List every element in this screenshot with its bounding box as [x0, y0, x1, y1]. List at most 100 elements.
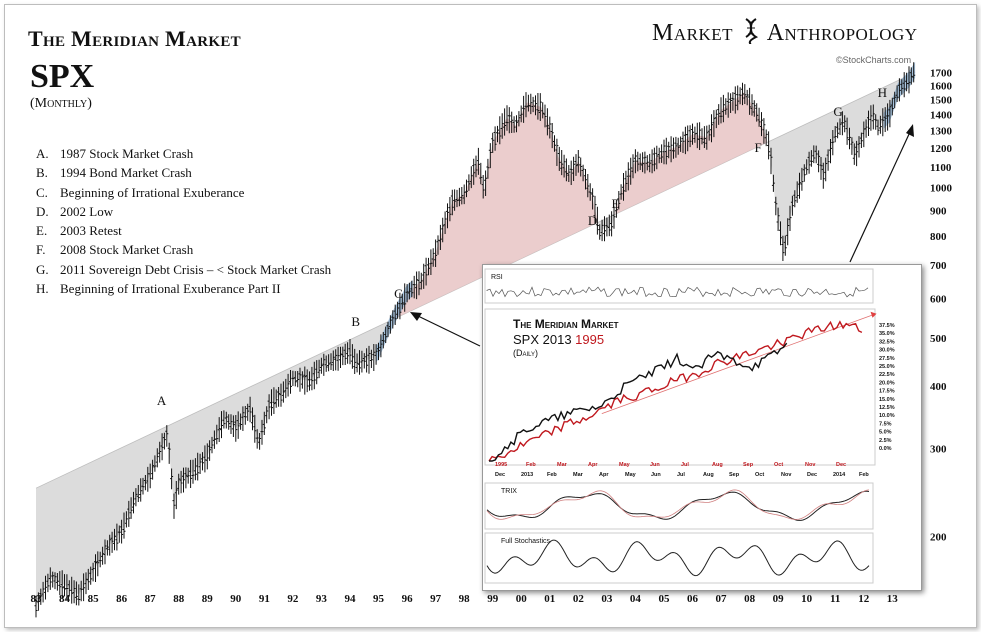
x-tick-label: 03 — [601, 593, 613, 605]
inset-x-tick-top: Oct — [774, 462, 783, 468]
bubble-fill — [392, 102, 597, 320]
event-letter: A. — [36, 146, 49, 161]
y-tick-label: 1600 — [930, 81, 953, 93]
event-item: D. 2002 Low — [36, 202, 331, 221]
inset-y-tick-label: 5.0% — [879, 430, 892, 436]
inset-chart: RSI 37.5% 35.0% 32.5% 30.0% 27.5% 25.0% 22.5% 20… — [482, 264, 922, 591]
inset-subtitle: SPX 2013 1995 — [513, 332, 604, 347]
y-tick-label: 1000 — [930, 182, 953, 194]
highlight-band — [375, 280, 413, 363]
inset-x-tick-bottom: 2013 — [521, 472, 533, 478]
event-item: F. 2008 Stock Market Crash — [36, 240, 331, 259]
y-tick-label: 400 — [930, 381, 947, 393]
inset-x-tick-bottom: Apr — [599, 472, 609, 478]
inset-x-tick-top: 1995 — [495, 462, 507, 468]
annotation-label: G — [833, 104, 842, 119]
inset-y-tick-label: 12.5% — [879, 405, 895, 411]
inset-x-tick-bottom: 2014 — [833, 472, 846, 478]
x-tick-label: 01 — [544, 593, 555, 605]
inset-black-series — [489, 342, 788, 462]
y-tick-label: 1100 — [930, 162, 952, 174]
event-annotations: A B C DE F G H — [157, 85, 887, 408]
event-letter: E. — [36, 223, 48, 239]
x-tick-label: 97 — [430, 593, 442, 605]
annotation-label: A — [157, 393, 167, 408]
x-tick-label: 86 — [116, 593, 128, 605]
trix-frame — [484, 482, 874, 530]
x-tick-label: 10 — [801, 593, 813, 605]
x-tick-label: 92 — [287, 593, 299, 605]
x-tick-label: 94 — [344, 593, 356, 605]
inset-x-tick-bottom: Jul — [677, 472, 685, 478]
inset-x-tick-bottom: Dec — [807, 472, 817, 478]
event-text: 2002 Low — [60, 203, 114, 219]
inset-red-series — [488, 320, 863, 462]
x-tick-label: 87 — [145, 593, 157, 605]
inset-y-tick-label: 32.5% — [879, 339, 895, 345]
inset-x-tick-top: May — [619, 462, 631, 468]
x-tick-label: 96 — [402, 593, 414, 605]
y-tick-label: 1200 — [930, 143, 953, 155]
event-letter: D. — [36, 203, 49, 219]
inset-y-tick-label: 37.5% — [879, 323, 895, 329]
stochastics-line — [486, 539, 870, 577]
source-label: ©StockCharts.com — [836, 55, 912, 65]
x-tick-label: 98 — [459, 593, 471, 605]
y-tick-label: 1700 — [930, 67, 953, 79]
price-series — [34, 62, 916, 618]
x-tick-label: 13 — [887, 593, 899, 605]
event-letter: B. — [36, 165, 48, 181]
y-axis: 200 300 400 500 600 700 800 900 1000 1100 1200 1300… — [930, 67, 953, 543]
trix-label: TRIX — [501, 488, 517, 495]
inset-y-tick-label: 22.5% — [879, 372, 895, 378]
annotation-label: F — [755, 140, 762, 155]
x-tick-label: 09 — [773, 593, 785, 605]
x-tick-label: 11 — [830, 593, 840, 605]
x-tick-label: 91 — [259, 593, 270, 605]
inset-x-tick-top: Aug — [712, 462, 723, 468]
inset-y-tick-label: 35.0% — [879, 331, 895, 337]
annotation-label: H — [878, 85, 887, 100]
rsi-frame — [484, 268, 874, 304]
event-item: E. 2003 Retest — [36, 221, 331, 240]
inset-trend-arrow — [870, 311, 877, 318]
inset-x-tick-bottom: Sep — [729, 472, 740, 478]
x-tick-label: 88 — [173, 593, 185, 605]
event-text: Beginning of Irrational Exuberance Part … — [60, 281, 281, 297]
event-text: 2008 Stock Market Crash — [60, 242, 194, 258]
event-item: A. 1987 Stock Market Crash — [36, 144, 331, 163]
x-tick-label: 00 — [516, 593, 528, 605]
x-tick-label: 04 — [630, 593, 642, 605]
inset-x-tick-bottom: Aug — [703, 472, 714, 478]
x-tick-label: 84 — [59, 593, 71, 605]
event-letter: H. — [36, 281, 49, 297]
period-label: (Monthly) — [30, 96, 92, 111]
inset-x-tick-top: Mar — [557, 462, 568, 468]
y-tick-label: 800 — [930, 231, 947, 243]
inset-title: The Meridian Market — [513, 317, 619, 331]
inset-x-tick-top: Jul — [681, 462, 689, 468]
arrow-line — [417, 315, 481, 347]
annotation-label: C — [394, 286, 403, 301]
event-text: 1994 Bond Market Crash — [60, 165, 192, 181]
inset-x-tick-bottom: Feb — [547, 472, 557, 478]
arrow-line — [849, 131, 911, 263]
event-text: 1987 Stock Market Crash — [60, 146, 194, 161]
y-tick-label: 200 — [930, 532, 947, 544]
event-item: B. 1994 Bond Market Crash — [36, 163, 331, 182]
y-tick-label: 600 — [930, 293, 947, 305]
y-tick-label: 700 — [930, 260, 947, 272]
inset-x-tick-top: Apr — [588, 462, 598, 468]
inset-x-tick-top: Jun — [650, 462, 660, 468]
rsi-panel: RSI — [484, 268, 874, 304]
inset-y-tick-label: 0.0% — [879, 446, 892, 452]
inset-x-tick-top: Sep — [743, 462, 754, 468]
y-tick-label: 1400 — [930, 110, 953, 122]
inset-period: (Daily) — [513, 348, 539, 358]
stochastics-panel: Full Stochastics — [484, 532, 874, 584]
stochastics-label: Full Stochastics — [501, 538, 551, 545]
x-tick-label: 83 — [31, 593, 43, 605]
event-text: Beginning of Irrational Exuberance — [60, 184, 245, 200]
brand-logo: Market Anthropology — [652, 18, 918, 47]
